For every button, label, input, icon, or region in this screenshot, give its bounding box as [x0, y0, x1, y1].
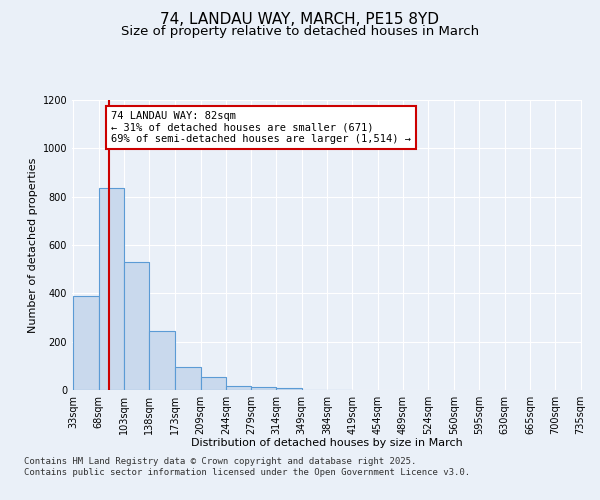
X-axis label: Distribution of detached houses by size in March: Distribution of detached houses by size …	[191, 438, 463, 448]
Text: 74, LANDAU WAY, MARCH, PE15 8YD: 74, LANDAU WAY, MARCH, PE15 8YD	[161, 12, 439, 28]
Text: Contains HM Land Registry data © Crown copyright and database right 2025.
Contai: Contains HM Land Registry data © Crown c…	[24, 458, 470, 477]
Bar	[200, 376, 226, 390]
Text: Size of property relative to detached houses in March: Size of property relative to detached ho…	[121, 25, 479, 38]
Bar	[124, 262, 149, 390]
Bar	[226, 386, 251, 390]
Bar	[277, 388, 302, 390]
Bar	[99, 188, 124, 390]
Bar	[251, 387, 277, 390]
Bar	[149, 331, 175, 390]
Text: 74 LANDAU WAY: 82sqm
← 31% of detached houses are smaller (671)
69% of semi-deta: 74 LANDAU WAY: 82sqm ← 31% of detached h…	[111, 111, 411, 144]
Bar	[73, 296, 99, 390]
Y-axis label: Number of detached properties: Number of detached properties	[28, 158, 38, 332]
Bar	[175, 367, 200, 390]
